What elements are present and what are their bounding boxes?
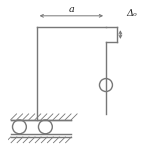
Text: Δₒ: Δₒ	[126, 9, 137, 18]
Text: a: a	[68, 5, 74, 14]
